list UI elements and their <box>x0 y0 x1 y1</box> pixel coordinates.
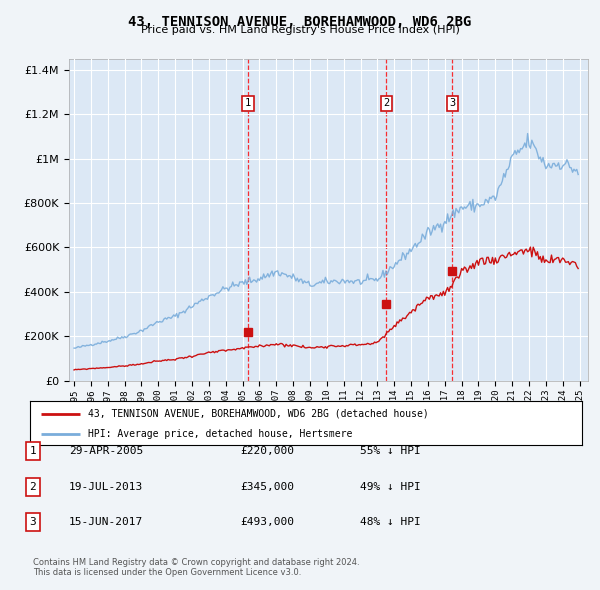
Text: 49% ↓ HPI: 49% ↓ HPI <box>360 482 421 491</box>
Text: 1: 1 <box>29 447 37 456</box>
Text: 29-APR-2005: 29-APR-2005 <box>69 447 143 456</box>
Text: 2: 2 <box>29 482 37 491</box>
Text: 19-JUL-2013: 19-JUL-2013 <box>69 482 143 491</box>
Text: 55% ↓ HPI: 55% ↓ HPI <box>360 447 421 456</box>
Text: £493,000: £493,000 <box>240 517 294 527</box>
Text: £220,000: £220,000 <box>240 447 294 456</box>
Text: Contains HM Land Registry data © Crown copyright and database right 2024.
This d: Contains HM Land Registry data © Crown c… <box>33 558 359 577</box>
Text: 15-JUN-2017: 15-JUN-2017 <box>69 517 143 527</box>
Text: £345,000: £345,000 <box>240 482 294 491</box>
Text: 48% ↓ HPI: 48% ↓ HPI <box>360 517 421 527</box>
Text: 1: 1 <box>245 99 251 109</box>
Text: 43, TENNISON AVENUE, BOREHAMWOOD, WD6 2BG: 43, TENNISON AVENUE, BOREHAMWOOD, WD6 2B… <box>128 15 472 29</box>
Text: 43, TENNISON AVENUE, BOREHAMWOOD, WD6 2BG (detached house): 43, TENNISON AVENUE, BOREHAMWOOD, WD6 2B… <box>88 409 429 418</box>
Text: 3: 3 <box>29 517 37 527</box>
Text: Price paid vs. HM Land Registry's House Price Index (HPI): Price paid vs. HM Land Registry's House … <box>140 25 460 35</box>
Text: HPI: Average price, detached house, Hertsmere: HPI: Average price, detached house, Hert… <box>88 430 352 440</box>
Text: 2: 2 <box>383 99 389 109</box>
Text: 3: 3 <box>449 99 455 109</box>
